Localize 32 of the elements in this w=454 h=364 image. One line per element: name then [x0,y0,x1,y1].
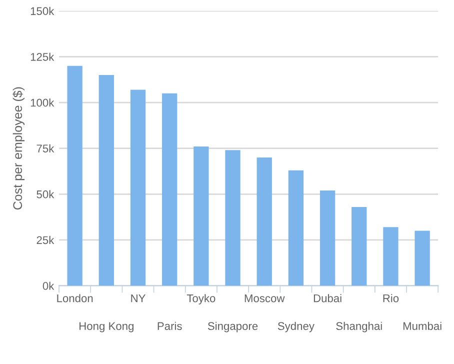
bar [320,190,336,286]
x-tick-label: Rio [383,294,399,302]
bar [130,90,146,286]
bar [414,230,430,286]
y-tick-label: 100k [30,98,54,107]
y-axis-title: Cost per employee ($) [12,87,25,210]
y-tick-label: 125k [30,52,54,61]
bar [352,206,367,286]
x-tick-label: Singapore [208,322,258,332]
x-tick-label: Moscow [244,294,285,302]
x-tick-label: Toyko [186,294,216,304]
x-tick-label: Shanghai [336,322,382,332]
bar [383,227,398,286]
x-tick-label: Paris [158,322,182,330]
y-tick-label: 25k [36,236,54,244]
x-tick-label: Mumbai [403,322,442,330]
y-tick-label: 150k [30,6,54,16]
bar [256,157,272,286]
x-tick-label: Hong Kong [80,322,134,332]
y-tick-label: 50k [36,190,54,198]
y-tick-label: 75k [36,144,54,152]
bar [98,75,114,286]
bar [288,170,304,286]
x-tick-label: NY [131,294,146,302]
x-tick-label: Sydney [278,322,314,332]
x-tick-label: London [57,294,93,302]
bar [194,146,209,286]
bar [225,150,240,286]
bar [67,66,82,286]
y-tick-label: 0k [42,282,54,290]
bar [162,93,178,286]
x-tick-label: Dubai [314,294,342,302]
